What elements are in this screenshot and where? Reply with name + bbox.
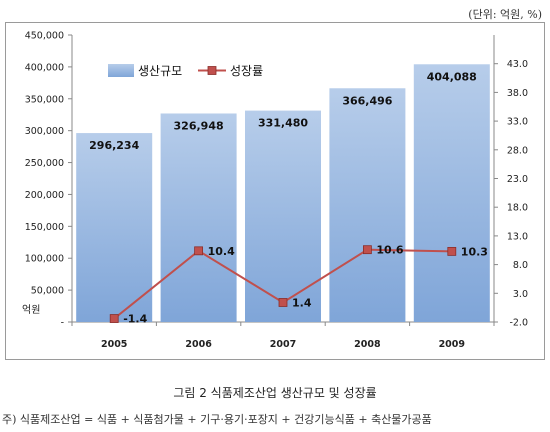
legend-bar-label: 생산규모 xyxy=(138,64,182,78)
x-tick-label: 2008 xyxy=(354,339,381,350)
growth-value-label: 10.6 xyxy=(376,244,403,257)
legend-line-marker xyxy=(207,66,217,75)
y-left-tick-label: 450,000 xyxy=(25,31,64,42)
x-tick-label: 2009 xyxy=(439,339,465,350)
y-left-tick-label: - xyxy=(61,318,64,329)
x-tick-label: 2007 xyxy=(270,339,296,350)
figure-caption: 그림 2 식품제조산업 생산규모 및 성장률 xyxy=(173,386,377,400)
y-right-tick-label: 23.0 xyxy=(507,174,528,185)
growth-value-label: 10.3 xyxy=(461,245,488,258)
legend-bar-swatch xyxy=(108,64,134,77)
growth-point xyxy=(362,245,372,255)
y-left-tick-label: 400,000 xyxy=(25,62,64,73)
y-left-tick-label: 350,000 xyxy=(25,94,64,105)
bar xyxy=(76,133,153,322)
y-left-tick-label: 200,000 xyxy=(25,190,64,201)
bar xyxy=(160,113,237,322)
y-right-tick-label: 8.0 xyxy=(513,260,528,271)
y-right-tick-label: 3.0 xyxy=(513,289,528,300)
growth-value-label: -1.4 xyxy=(123,313,147,326)
y-left-tick-label: 250,000 xyxy=(25,158,64,169)
bar xyxy=(245,110,321,323)
unit-label: (단위: 억원, %) xyxy=(468,8,542,21)
y-right-tick-label: 28.0 xyxy=(507,145,528,156)
bar-value-label: 331,480 xyxy=(258,117,308,130)
growth-value-label: 1.4 xyxy=(292,296,312,309)
growth-point xyxy=(194,246,204,256)
y-left-tick-label: 100,000 xyxy=(25,254,64,265)
y-left-axis-label: 억원 xyxy=(22,304,40,316)
y-left-tick-label: 150,000 xyxy=(25,222,64,233)
chart-svg: - 50,000 100,000 150,000 200,000 250,000 300,0… xyxy=(22,31,528,351)
y-left-tick-label: 50,000 xyxy=(31,286,64,297)
bar-value-label: 404,088 xyxy=(427,70,477,83)
growth-point xyxy=(447,246,457,256)
growth-point xyxy=(109,314,119,323)
y-right-tick-label: 13.0 xyxy=(507,231,528,242)
y-right-tick-label: 33.0 xyxy=(507,117,528,128)
footnote: 주) 식품제조산업 = 식품 + 식품첨가물 + 기구·용기·포장지 + 건강기… xyxy=(2,413,432,426)
bar xyxy=(413,64,490,323)
x-tick-label: 2006 xyxy=(185,339,212,350)
y-right-tick-label: -2.0 xyxy=(509,318,528,329)
y-left-tick-label: 300,000 xyxy=(25,126,64,137)
y-right-tick-label: 38.0 xyxy=(507,88,528,99)
bar-value-label: 366,496 xyxy=(342,94,392,107)
bar xyxy=(329,88,406,323)
bar-value-label: 326,948 xyxy=(174,119,224,132)
bar-value-label: 296,234 xyxy=(89,139,139,152)
y-right-tick-label: 43.0 xyxy=(507,59,528,70)
y-right-tick-label: 18.0 xyxy=(507,203,528,214)
legend-line-label: 성장률 xyxy=(230,64,263,78)
x-tick-label: 2005 xyxy=(101,339,127,350)
growth-point xyxy=(278,298,288,307)
growth-value-label: 10.4 xyxy=(208,245,235,258)
